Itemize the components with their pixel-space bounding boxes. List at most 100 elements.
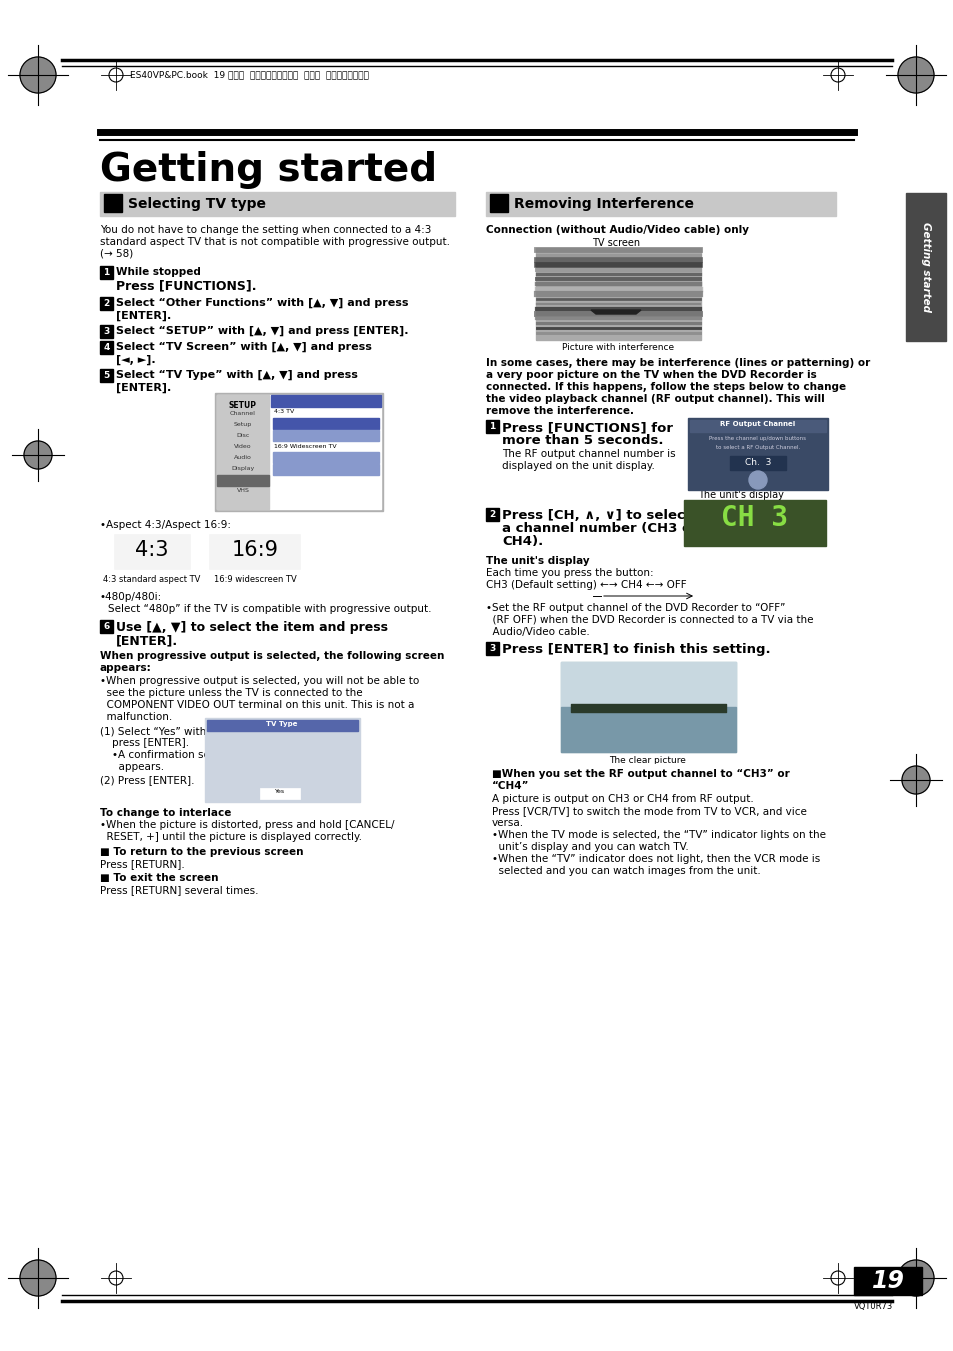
Polygon shape bbox=[590, 309, 640, 313]
Text: When progressive output is selected, the following screen: When progressive output is selected, the… bbox=[100, 651, 444, 661]
Text: Use [▲, ▼] to select the item and press: Use [▲, ▼] to select the item and press bbox=[116, 621, 388, 634]
Text: 3: 3 bbox=[103, 327, 110, 336]
Text: Press [RETURN] several times.: Press [RETURN] several times. bbox=[100, 885, 258, 894]
Bar bbox=[689, 420, 825, 432]
Text: (RF OFF) when the DVD Recorder is connected to a TV via the: (RF OFF) when the DVD Recorder is connec… bbox=[485, 615, 813, 626]
Text: 4: 4 bbox=[103, 343, 110, 353]
Text: Picture with interference: Picture with interference bbox=[561, 343, 674, 353]
Text: Aspect 4:3 & 480i: Aspect 4:3 & 480i bbox=[301, 419, 350, 424]
Bar bbox=[100, 340, 112, 354]
Text: Ch.  3: Ch. 3 bbox=[744, 458, 770, 467]
Bar bbox=[273, 453, 378, 463]
Bar bbox=[100, 192, 455, 216]
Bar bbox=[560, 707, 735, 753]
Bar bbox=[490, 195, 507, 212]
Text: 19: 19 bbox=[871, 1269, 903, 1293]
Text: Press [CH, ∧, ∨] to select: Press [CH, ∧, ∨] to select bbox=[501, 509, 690, 521]
Text: Setup: Setup bbox=[233, 422, 252, 427]
Bar bbox=[560, 662, 735, 753]
Text: •Aspect 4:3/Aspect 16:9:: •Aspect 4:3/Aspect 16:9: bbox=[100, 520, 231, 530]
Text: connected in this way, select “Yes”.: connected in this way, select “Yes”. bbox=[209, 790, 314, 796]
Text: Getting started: Getting started bbox=[920, 222, 930, 312]
Bar bbox=[100, 369, 112, 382]
Circle shape bbox=[897, 57, 933, 93]
Text: Do you want to use the Component Video: Do you want to use the Component Video bbox=[209, 734, 332, 739]
Bar bbox=[273, 430, 378, 440]
Bar bbox=[216, 476, 269, 486]
Bar bbox=[683, 500, 825, 546]
Text: 16:9 Widescreen TV: 16:9 Widescreen TV bbox=[274, 444, 336, 449]
Text: 16:9 widescreen TV: 16:9 widescreen TV bbox=[213, 576, 296, 584]
Text: standard aspect TV that is not compatible with progressive output.: standard aspect TV that is not compatibl… bbox=[100, 236, 450, 247]
Text: Disc: Disc bbox=[236, 434, 250, 438]
Bar bbox=[207, 720, 357, 731]
Text: 4:3 TV: 4:3 TV bbox=[274, 409, 294, 413]
Text: 2: 2 bbox=[489, 509, 496, 519]
Bar bbox=[100, 266, 112, 280]
Text: Display: Display bbox=[232, 466, 254, 471]
Text: appears:: appears: bbox=[100, 663, 152, 673]
Bar bbox=[273, 417, 378, 430]
Bar bbox=[100, 326, 112, 338]
Text: Select “480p” if the TV is compatible with progressive output.: Select “480p” if the TV is compatible wi… bbox=[108, 604, 431, 613]
Text: malfunction.: malfunction. bbox=[100, 712, 172, 721]
Text: Select “No” unless you have the unit: Select “No” unless you have the unit bbox=[209, 762, 317, 767]
Text: Getting started: Getting started bbox=[100, 151, 436, 189]
Text: COMPONENT VIDEO OUT terminal on this unit. This is not a: COMPONENT VIDEO OUT terminal on this uni… bbox=[100, 700, 414, 711]
Text: Press the channel up/down buttons: Press the channel up/down buttons bbox=[709, 436, 805, 440]
Text: Press [VCR/TV] to switch the mode from TV to VCR, and vice: Press [VCR/TV] to switch the mode from T… bbox=[492, 807, 806, 816]
Text: unit’s display and you can watch TV.: unit’s display and you can watch TV. bbox=[492, 842, 688, 852]
Text: remove the interference.: remove the interference. bbox=[485, 407, 634, 416]
Text: RESET, +] until the picture is displayed correctly.: RESET, +] until the picture is displayed… bbox=[100, 832, 361, 842]
Text: The RF output channel number is: The RF output channel number is bbox=[501, 449, 675, 459]
Text: SETUP: SETUP bbox=[229, 401, 256, 409]
Text: CH 3: CH 3 bbox=[720, 504, 788, 532]
Text: CH3 (Default setting) ←→ CH4 ←→ OFF: CH3 (Default setting) ←→ CH4 ←→ OFF bbox=[485, 580, 686, 590]
Text: Select “SETUP” with [▲, ▼] and press [ENTER].: Select “SETUP” with [▲, ▼] and press [EN… bbox=[116, 326, 408, 336]
Circle shape bbox=[24, 440, 52, 469]
Bar bbox=[210, 535, 299, 569]
Text: The clear picture: The clear picture bbox=[609, 757, 686, 765]
Text: press [ENTER].: press [ENTER]. bbox=[112, 738, 189, 748]
Text: to select a RF Output Channel.: to select a RF Output Channel. bbox=[715, 444, 800, 450]
Circle shape bbox=[109, 68, 123, 82]
Circle shape bbox=[20, 1260, 56, 1296]
Text: VQT0R73: VQT0R73 bbox=[853, 1302, 892, 1310]
Text: (1) Select “Yes” with [◄] and: (1) Select “Yes” with [◄] and bbox=[100, 725, 249, 736]
Text: a very poor picture on the TV when the DVD Recorder is: a very poor picture on the TV when the D… bbox=[485, 370, 816, 380]
Bar bbox=[100, 620, 112, 634]
Text: •Set the RF output channel of the DVD Recorder to “OFF”: •Set the RF output channel of the DVD Re… bbox=[485, 603, 784, 613]
Text: 5: 5 bbox=[103, 372, 110, 380]
Text: ■ To exit the screen: ■ To exit the screen bbox=[100, 873, 218, 884]
Bar bbox=[485, 642, 498, 655]
Text: [ENTER].: [ENTER]. bbox=[116, 634, 178, 647]
Text: Removing Interference: Removing Interference bbox=[514, 197, 693, 211]
Text: RF Output Channel: RF Output Channel bbox=[720, 422, 795, 427]
Text: cable component video connection, if it is: cable component video connection, if it … bbox=[209, 781, 332, 786]
Bar bbox=[485, 192, 835, 216]
Text: •When the picture is distorted, press and hold [CANCEL/: •When the picture is distorted, press an… bbox=[100, 820, 395, 830]
Text: selected and you can watch images from the unit.: selected and you can watch images from t… bbox=[492, 866, 760, 875]
Text: Audio/Video cable.: Audio/Video cable. bbox=[485, 627, 589, 638]
Text: •When the TV mode is selected, the “TV” indicator lights on the: •When the TV mode is selected, the “TV” … bbox=[492, 830, 825, 840]
Text: Video: Video bbox=[233, 444, 252, 449]
Text: •When progressive output is selected, you will not be able to: •When progressive output is selected, yo… bbox=[100, 676, 418, 686]
Circle shape bbox=[109, 1271, 123, 1285]
Text: Each time you press the button:: Each time you press the button: bbox=[485, 567, 653, 578]
Text: the video playback channel (RF output channel). This will: the video playback channel (RF output ch… bbox=[485, 394, 824, 404]
Bar bbox=[115, 535, 190, 569]
Text: 6: 6 bbox=[103, 621, 110, 631]
Text: 1: 1 bbox=[103, 267, 110, 277]
Circle shape bbox=[901, 766, 929, 794]
Text: 2: 2 bbox=[103, 299, 110, 308]
Text: Press [FUNCTIONS].: Press [FUNCTIONS]. bbox=[116, 280, 256, 292]
Bar bbox=[273, 463, 378, 476]
Text: connected. If this happens, follow the steps below to change: connected. If this happens, follow the s… bbox=[485, 382, 845, 392]
Text: TV screen: TV screen bbox=[591, 238, 639, 249]
Text: Channel: Channel bbox=[230, 411, 255, 416]
Text: see the picture unless the TV is connected to the: see the picture unless the TV is connect… bbox=[100, 688, 362, 698]
Text: Yes: Yes bbox=[274, 789, 285, 794]
Text: [ENTER].: [ENTER]. bbox=[116, 311, 172, 322]
Bar bbox=[536, 249, 700, 340]
Bar bbox=[560, 662, 735, 707]
